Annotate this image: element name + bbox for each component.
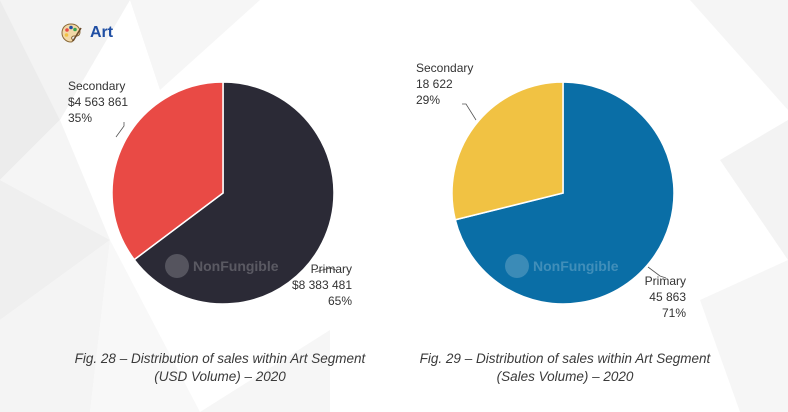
pie-slice-primary bbox=[454, 81, 675, 305]
value-label-secondary: 18 622 bbox=[416, 77, 453, 91]
value-label-secondary: $4 563 861 bbox=[68, 95, 128, 109]
watermark-logo: NonFungible bbox=[505, 254, 619, 278]
leader-line-secondary bbox=[115, 122, 125, 138]
value-label-primary: 45 863 bbox=[649, 290, 686, 304]
caption-fig29-line1: Fig. 29 – Distribution of sales within A… bbox=[419, 351, 711, 366]
watermark-icon bbox=[165, 254, 189, 278]
percent-label-secondary: 29% bbox=[416, 93, 440, 107]
pie-slice-secondary bbox=[451, 81, 564, 221]
category-label-secondary: Secondary bbox=[68, 79, 125, 93]
caption-fig29-line2: (Sales Volume) – 2020 bbox=[496, 369, 634, 384]
value-label-primary: $8 383 481 bbox=[292, 278, 352, 292]
watermark-icon bbox=[505, 254, 529, 278]
caption-fig28-line2: (USD Volume) – 2020 bbox=[154, 369, 286, 384]
percent-label-primary: 71% bbox=[662, 306, 686, 320]
watermark-text: NonFungible bbox=[193, 258, 279, 274]
caption-fig29: Fig. 29 – Distribution of sales within A… bbox=[400, 350, 730, 386]
category-label-primary: Primary bbox=[645, 274, 686, 288]
leader-line-secondary bbox=[462, 103, 477, 121]
category-label-primary: Primary bbox=[311, 262, 352, 276]
leader-line-primary bbox=[647, 266, 667, 279]
watermark-text: NonFungible bbox=[533, 258, 619, 274]
palette-icon bbox=[61, 23, 82, 43]
watermark-logo: NonFungible bbox=[165, 254, 279, 278]
pie-slice-primary bbox=[133, 81, 335, 305]
section-title: Art bbox=[90, 24, 114, 41]
category-label-secondary: Secondary bbox=[416, 61, 473, 75]
percent-label-secondary: 35% bbox=[68, 111, 92, 125]
caption-fig28: Fig. 28 – Distribution of sales within A… bbox=[55, 350, 385, 386]
leader-line-primary bbox=[314, 267, 337, 273]
caption-fig28-line1: Fig. 28 – Distribution of sales within A… bbox=[74, 351, 366, 366]
pie-slice-secondary bbox=[111, 81, 224, 261]
section-header: Art bbox=[60, 22, 113, 44]
percent-label-primary: 65% bbox=[328, 294, 352, 308]
